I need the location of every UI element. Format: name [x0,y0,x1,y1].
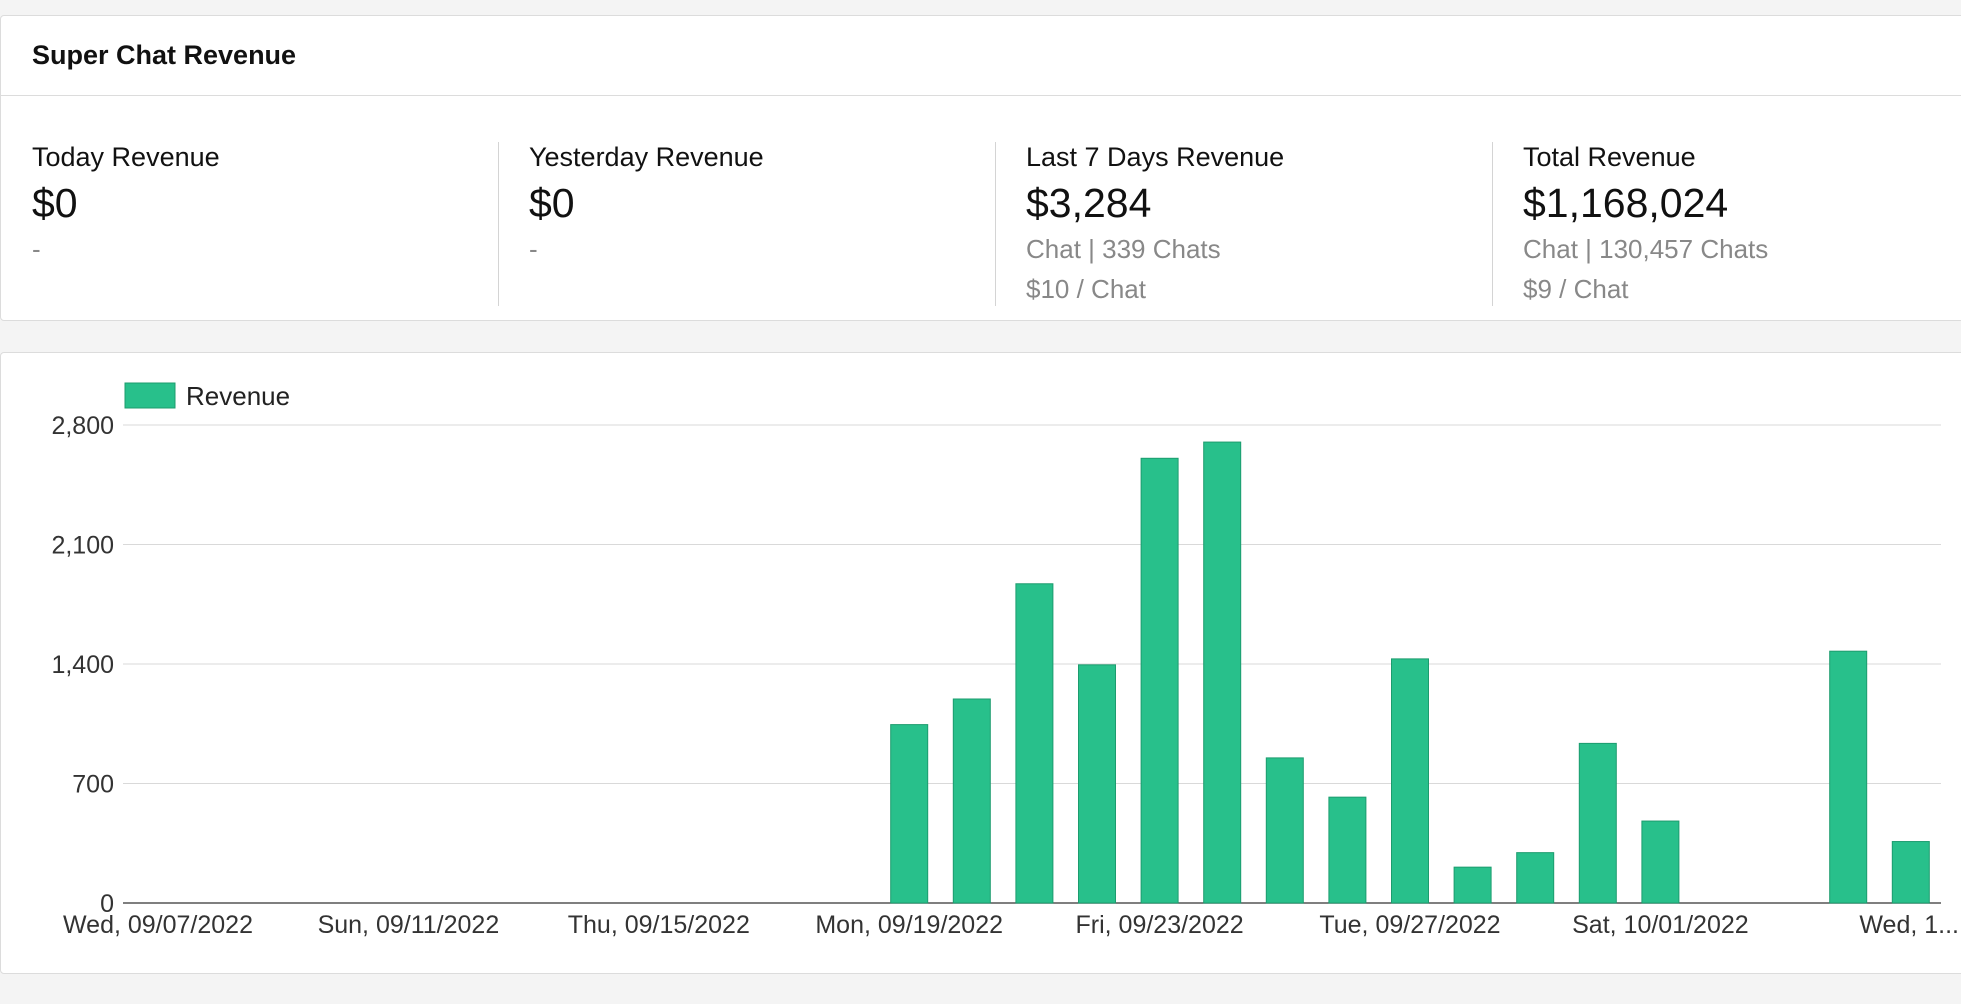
bar [1078,664,1116,904]
stat-sub: Chat | 339 Chats [1026,234,1221,264]
bar [1891,841,1930,904]
x-tick-label: Sun, 09/11/2022 [318,911,500,939]
y-tick-label: 0 [100,890,114,918]
stat-total-revenue: Total Revenue $1,168,024 Chat | 130,457 … [1492,96,1961,322]
y-tick-label: 700 [72,771,114,799]
revenue-bar-chart: 0 700 1,400 2,100 2,800 Wed, 09/07/2022 Sun, 0… [51,381,1959,939]
bar [1829,650,1868,904]
stat-label: Total Revenue [1523,142,1696,172]
stat-sub: - [32,234,41,264]
chart-card: 0 700 1,400 2,100 2,800 Wed, 09/07/2022 Sun, 0… [0,352,1961,974]
x-tick-label: Wed, 09/07/2022 [63,911,253,939]
stat-sub: $9 / Chat [1523,274,1629,304]
stat-label: Last 7 Days Revenue [1026,142,1285,172]
x-tick-label: Fri, 09/23/2022 [1076,911,1244,939]
stat-value: $1,168,024 [1523,180,1729,226]
stat-sub: Chat | 130,457 Chats [1523,234,1769,264]
stat-label: Yesterday Revenue [529,142,764,172]
bar [952,698,991,904]
y-tick-label: 2,800 [51,412,114,440]
y-tick-label: 2,100 [51,532,114,560]
bar [1265,757,1304,904]
bar [1578,742,1617,904]
stat-value: $0 [529,180,575,226]
bar [1328,796,1367,904]
stat-divider [498,142,499,306]
stat-divider [995,142,996,306]
x-tick-label: Mon, 09/19/2022 [815,911,1003,939]
x-tick-label: Wed, 1... [1859,911,1959,939]
bar [1015,583,1054,904]
bar [890,724,929,904]
x-tick-label: Thu, 09/15/2022 [568,911,750,939]
legend-swatch [124,382,176,409]
card-title: Super Chat Revenue [32,40,297,70]
card-header: Super Chat Revenue [1,16,1961,96]
stat-value: $0 [32,180,78,226]
bar [1203,441,1242,904]
stats-row: Today Revenue $0 - Yesterday Revenue $0 … [1,96,1961,322]
bar [1391,658,1429,904]
stat-value: $3,284 [1026,180,1152,226]
stat-sub: - [529,234,538,264]
bar [1641,820,1680,904]
bar [1453,866,1492,904]
x-tick-label: Tue, 09/27/2022 [1319,911,1500,939]
stat-today-revenue: Today Revenue $0 - [1,96,498,322]
summary-card: Super Chat Revenue Today Revenue $0 - Ye… [0,15,1961,321]
stat-last-7-days-revenue: Last 7 Days Revenue $3,284 Chat | 339 Ch… [995,96,1492,322]
x-tick-label: Sat, 10/01/2022 [1572,911,1749,939]
stat-sub: $10 / Chat [1026,274,1146,304]
y-tick-label: 1,400 [51,651,114,679]
legend-label: Revenue [186,381,290,411]
stat-divider [1492,142,1493,306]
stat-label: Today Revenue [32,142,220,172]
bar [1516,852,1555,904]
bar [1140,457,1179,904]
stat-yesterday-revenue: Yesterday Revenue $0 - [498,96,995,322]
